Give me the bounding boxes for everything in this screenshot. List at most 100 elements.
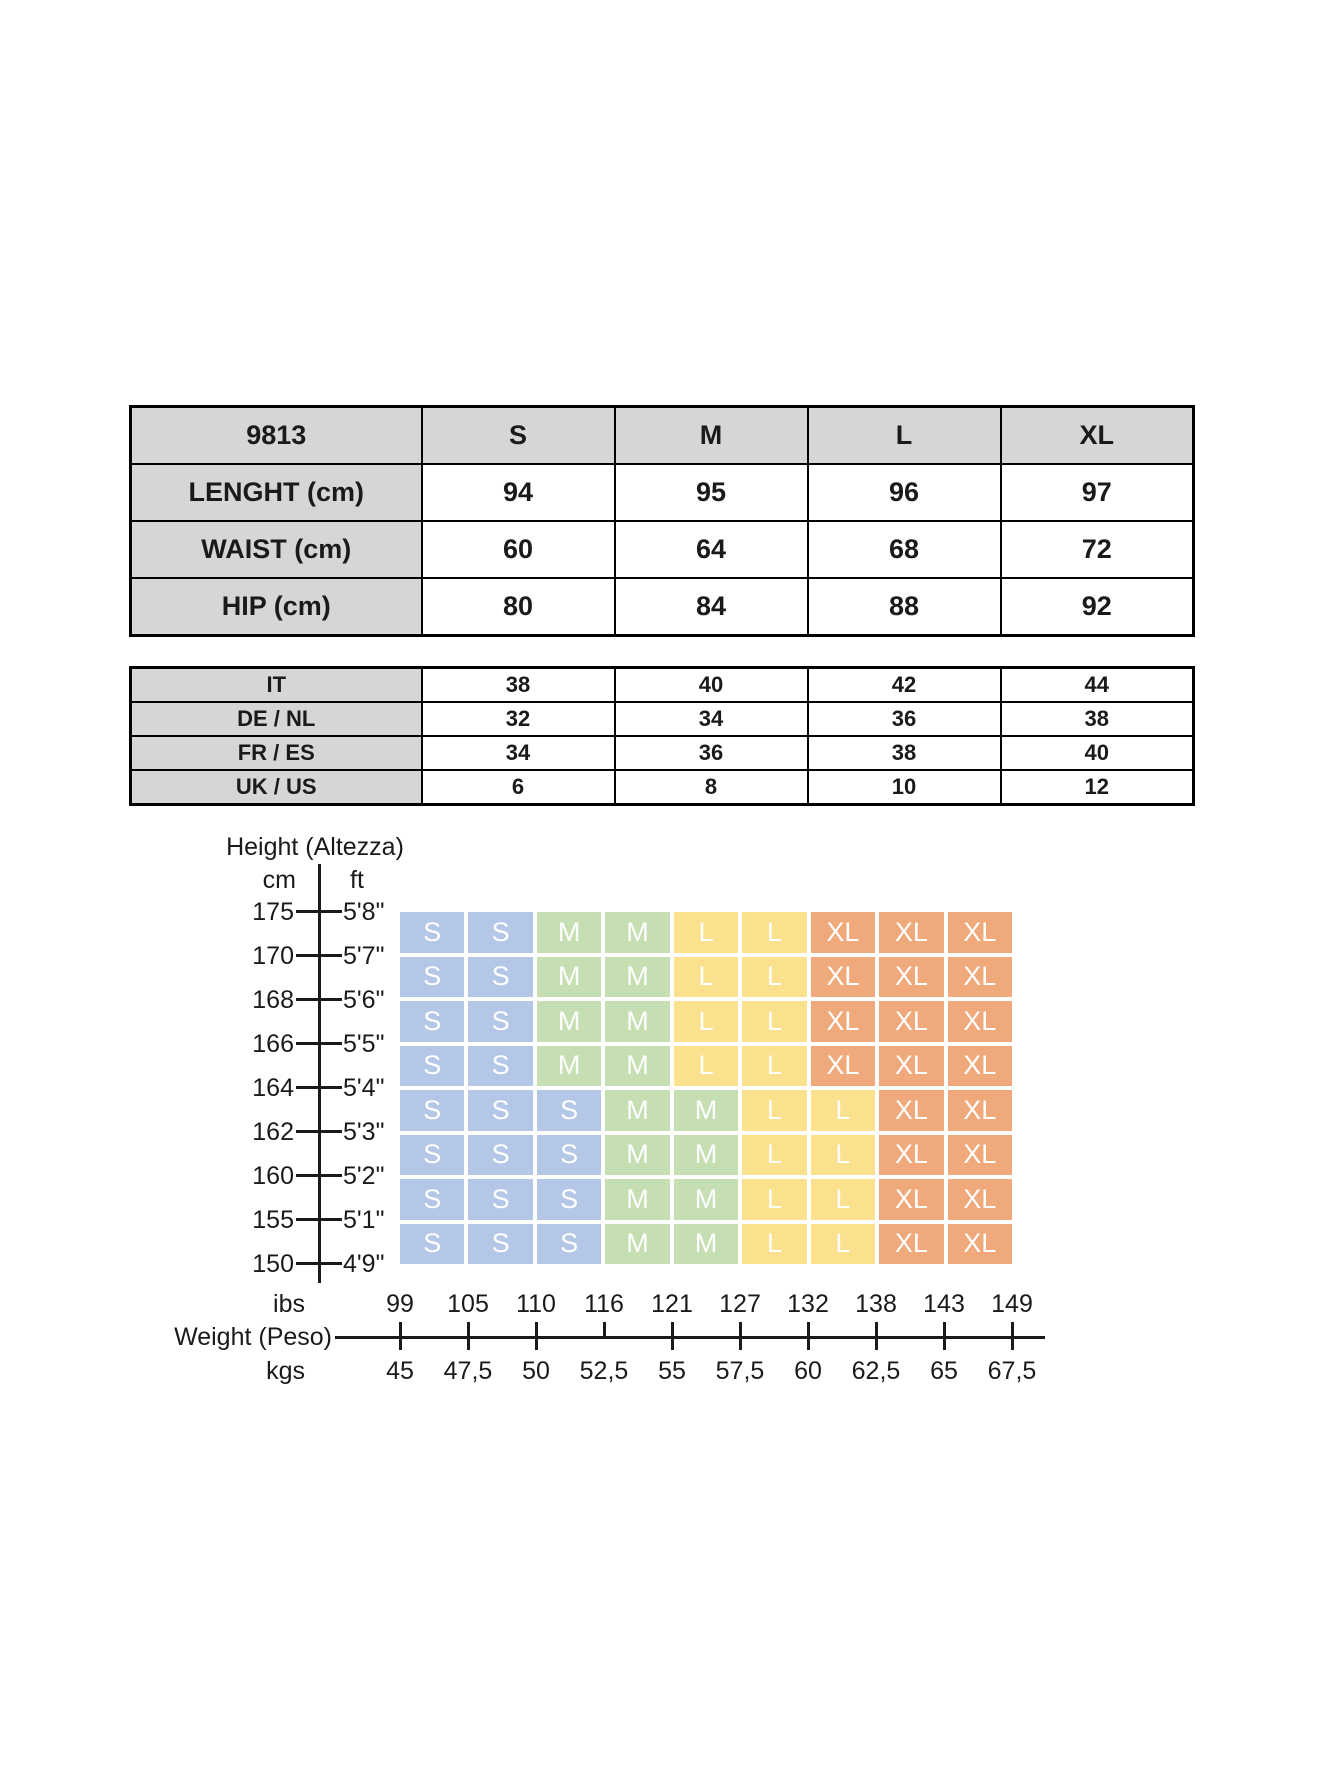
ibs-value-label: 138 <box>855 1290 897 1318</box>
size-cell-M: M <box>605 1001 670 1042</box>
table-row: HIP (cm) 80 84 88 92 <box>129 577 1195 637</box>
size-cell-XL: XL <box>879 1090 944 1131</box>
row-label-cell: HIP (cm) <box>129 577 423 637</box>
row-label-cell: WAIST (cm) <box>129 520 423 579</box>
size-cell-S: S <box>468 912 533 953</box>
size-cell-S: S <box>400 1179 465 1220</box>
height-tick <box>296 1262 342 1265</box>
height-tick <box>296 1218 342 1221</box>
table-row: FR / ES 34 36 38 40 <box>129 735 1195 771</box>
size-cell-M: M <box>605 1045 670 1086</box>
size-cell-XL: XL <box>810 956 876 997</box>
ibs-value-label: 132 <box>787 1290 829 1318</box>
value-cell: 94 <box>420 463 616 522</box>
size-cell-XL: XL <box>947 1090 1012 1131</box>
height-tick <box>296 1130 342 1133</box>
weight-tick <box>399 1322 402 1350</box>
size-cell-L: L <box>742 1045 807 1086</box>
value-cell: 10 <box>806 769 1002 806</box>
size-cell-M: M <box>673 1179 739 1220</box>
value-cell: 88 <box>806 577 1002 637</box>
weight-tick <box>739 1322 742 1350</box>
kgs-value-label: 62,5 <box>851 1357 901 1385</box>
value-cell: 8 <box>613 769 809 806</box>
height-ft-label: 5'5" <box>343 1030 385 1058</box>
ibs-value-label: 127 <box>719 1290 761 1318</box>
size-cell-XL: XL <box>810 912 876 953</box>
height-tick <box>296 954 342 957</box>
height-tick <box>296 1042 342 1045</box>
size-cell-M: M <box>536 912 602 953</box>
value-cell: 38 <box>806 735 1002 771</box>
row-label-cell: UK / US <box>129 769 423 806</box>
kgs-unit-label: kgs <box>266 1357 305 1385</box>
kgs-value-label: 67,5 <box>987 1357 1037 1385</box>
article-code-cell: 9813 <box>129 405 423 465</box>
size-cell-S: S <box>400 956 465 997</box>
value-cell: 64 <box>613 520 809 579</box>
height-cm-label: 162 <box>252 1118 294 1146</box>
height-cm-label: 168 <box>252 986 294 1014</box>
weight-tick <box>603 1322 606 1338</box>
size-cell-XL: XL <box>947 1001 1012 1042</box>
kgs-value-label: 50 <box>522 1357 550 1385</box>
value-cell: 95 <box>613 463 809 522</box>
size-cell-S: S <box>468 1134 533 1175</box>
size-cell-S: S <box>536 1223 602 1264</box>
height-axis-title: Height (Altezza) <box>226 833 404 861</box>
table-row: WAIST (cm) 60 64 68 72 <box>129 520 1195 579</box>
value-cell: 60 <box>420 520 616 579</box>
size-cell-S: S <box>400 1090 465 1131</box>
size-cell-S: S <box>468 1179 533 1220</box>
size-cell-XL: XL <box>947 1045 1012 1086</box>
height-axis-line <box>318 864 321 1283</box>
weight-tick <box>671 1322 674 1350</box>
size-cell-M: M <box>605 912 670 953</box>
size-cell-M: M <box>605 956 670 997</box>
value-cell: 36 <box>613 735 809 771</box>
size-cell-S: S <box>536 1090 602 1131</box>
row-label-cell: LENGHT (cm) <box>129 463 423 522</box>
size-cell-XL: XL <box>810 1001 876 1042</box>
size-header-cell: XL <box>999 405 1195 465</box>
weight-axis-line <box>335 1336 1045 1339</box>
ibs-value-label: 143 <box>923 1290 965 1318</box>
value-cell: 38 <box>420 666 616 703</box>
size-cell-L: L <box>742 912 807 953</box>
size-cell-XL: XL <box>947 1223 1012 1264</box>
size-cell-L: L <box>742 956 807 997</box>
height-ft-label: 4'9" <box>343 1250 385 1278</box>
size-cell-S: S <box>400 1001 465 1042</box>
size-cell-L: L <box>742 1090 807 1131</box>
value-cell: 68 <box>806 520 1002 579</box>
size-cell-XL: XL <box>947 956 1012 997</box>
size-cell-M: M <box>536 1045 602 1086</box>
ibs-value-label: 105 <box>447 1290 489 1318</box>
size-cell-M: M <box>605 1090 670 1131</box>
height-ft-label: 5'8" <box>343 898 385 926</box>
height-cm-label: 166 <box>252 1030 294 1058</box>
size-cell-XL: XL <box>879 956 944 997</box>
measurements-table-body: 9813 S M L XL LENGHT (cm) 94 95 96 97 WAIST (cm) 60… <box>129 405 1195 637</box>
height-tick <box>296 998 342 1001</box>
size-cell-M: M <box>536 956 602 997</box>
size-cell-L: L <box>810 1223 876 1264</box>
value-cell: 92 <box>999 577 1195 637</box>
size-cell-XL: XL <box>947 912 1012 953</box>
kgs-value-label: 45 <box>386 1357 414 1385</box>
value-cell: 40 <box>999 735 1195 771</box>
size-cell-L: L <box>673 1045 739 1086</box>
value-cell: 34 <box>613 701 809 737</box>
size-cell-XL: XL <box>879 1001 944 1042</box>
value-cell: 12 <box>999 769 1195 806</box>
size-cell-S: S <box>468 1223 533 1264</box>
size-cell-S: S <box>468 956 533 997</box>
size-cell-S: S <box>468 1090 533 1131</box>
table-row: UK / US 6 8 10 12 <box>129 769 1195 806</box>
size-cell-M: M <box>536 1001 602 1042</box>
value-cell: 34 <box>420 735 616 771</box>
height-ft-label: 5'6" <box>343 986 385 1014</box>
height-cm-label: 155 <box>252 1206 294 1234</box>
size-cell-L: L <box>810 1134 876 1175</box>
size-header-cell: M <box>613 405 809 465</box>
